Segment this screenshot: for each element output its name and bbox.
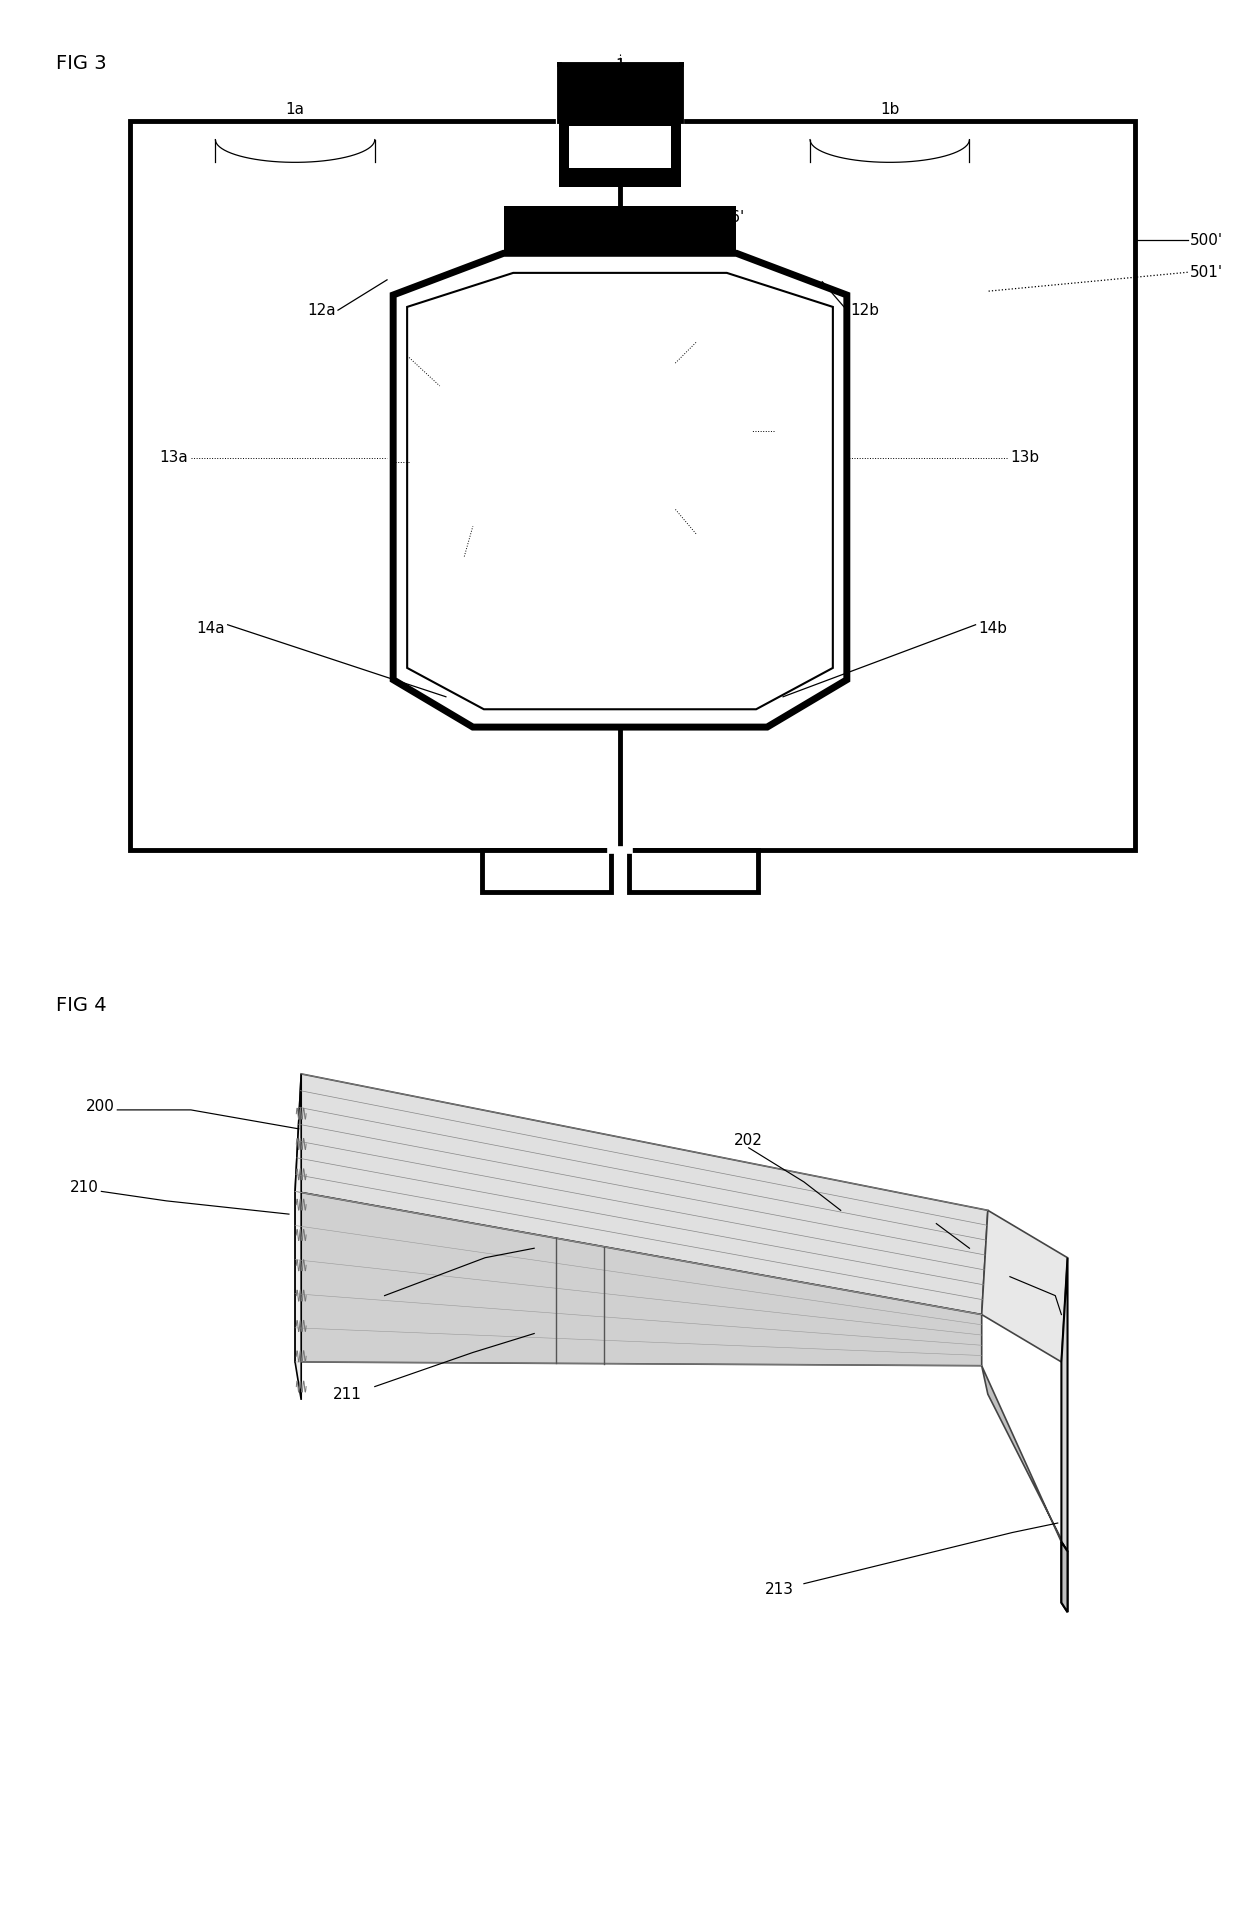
Bar <box>503 206 737 263</box>
Text: 501f': 501f' <box>412 346 446 359</box>
Text: 202: 202 <box>734 1132 763 1147</box>
Text: 500': 500' <box>1190 233 1224 248</box>
Text: 211: 211 <box>334 1386 362 1401</box>
Text: 203: 203 <box>1012 1266 1042 1281</box>
Text: 212: 212 <box>898 1208 926 1224</box>
Text: 14a: 14a <box>197 620 226 636</box>
Bar <box>629 850 758 892</box>
Text: 200: 200 <box>86 1098 115 1113</box>
Text: 506': 506' <box>712 210 745 225</box>
Text: 12a: 12a <box>308 304 336 317</box>
Polygon shape <box>295 1191 982 1365</box>
Text: 210: 210 <box>69 1180 99 1195</box>
Text: 201: 201 <box>342 1292 371 1308</box>
Polygon shape <box>407 273 833 710</box>
Text: 13a: 13a <box>160 451 188 466</box>
Polygon shape <box>982 1365 1068 1552</box>
Polygon shape <box>295 1075 988 1315</box>
Bar <box>482 850 611 892</box>
Text: 12b: 12b <box>851 304 879 317</box>
Text: FIG 4: FIG 4 <box>56 996 107 1016</box>
Text: 14b: 14b <box>978 620 1007 636</box>
Text: 13b: 13b <box>1009 451 1039 466</box>
Text: 501c': 501c' <box>699 535 738 548</box>
Bar <box>568 126 672 168</box>
Polygon shape <box>982 1210 1068 1361</box>
Text: 501d': 501d' <box>466 557 506 571</box>
Text: 501': 501' <box>1190 265 1224 281</box>
Polygon shape <box>1061 1542 1068 1611</box>
Polygon shape <box>393 254 847 727</box>
Text: 1b: 1b <box>880 101 899 116</box>
Text: 501b': 501b' <box>777 424 816 439</box>
Polygon shape <box>1061 1258 1068 1552</box>
Text: 1: 1 <box>615 59 625 73</box>
Text: 1a: 1a <box>285 101 305 116</box>
Bar <box>129 120 1135 850</box>
Polygon shape <box>1061 1542 1068 1611</box>
Text: 213: 213 <box>765 1583 794 1596</box>
Bar <box>559 63 681 187</box>
Text: 501e': 501e' <box>412 454 450 470</box>
Text: 501a': 501a' <box>699 330 739 344</box>
Text: FIG 3: FIG 3 <box>56 53 107 73</box>
Polygon shape <box>295 1075 301 1399</box>
